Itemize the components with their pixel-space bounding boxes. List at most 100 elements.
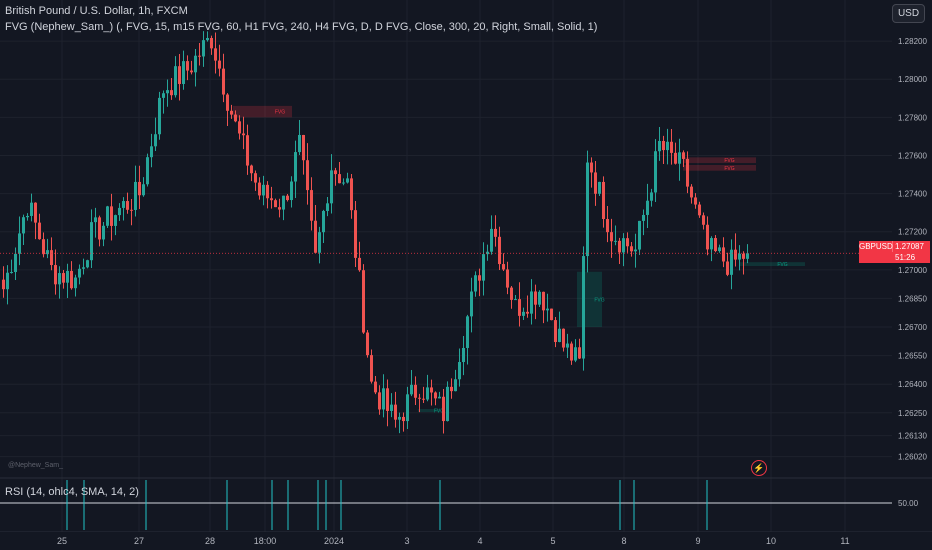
candle-body bbox=[106, 206, 109, 226]
candle-body bbox=[530, 291, 533, 314]
candle-body bbox=[14, 253, 17, 273]
flash-icon[interactable]: ⚡ bbox=[751, 460, 767, 476]
candle-body bbox=[390, 404, 393, 411]
candle-body bbox=[122, 201, 125, 208]
candle-body bbox=[466, 316, 469, 348]
fvg-label: FVG bbox=[275, 110, 285, 116]
candle-body bbox=[534, 291, 537, 305]
candle-body bbox=[230, 110, 233, 115]
fvg-zone bbox=[740, 262, 805, 267]
currency-button[interactable]: USD bbox=[892, 4, 925, 23]
candle-body bbox=[38, 222, 41, 240]
candle-body bbox=[450, 386, 453, 392]
candle-body bbox=[446, 386, 449, 422]
candle-body bbox=[382, 388, 385, 410]
price-tick-label: 1.26550 bbox=[898, 352, 927, 361]
candle-body bbox=[738, 253, 741, 260]
candle-body bbox=[546, 308, 549, 311]
candle-body bbox=[86, 260, 89, 268]
candle-body bbox=[274, 200, 277, 208]
price-tick-label: 1.26700 bbox=[898, 323, 927, 332]
candle-body bbox=[574, 347, 577, 361]
candle-body bbox=[30, 202, 33, 216]
candle-body bbox=[570, 343, 573, 361]
candle-body bbox=[2, 279, 5, 290]
candle-body bbox=[266, 184, 269, 199]
candle-body bbox=[26, 215, 29, 218]
price-tag-symbol: GBPUSD bbox=[859, 241, 893, 252]
fvg-zone bbox=[683, 164, 756, 171]
price-axis: 1.28200 1.28000 1.27800 1.27600 1.27400 1.272… bbox=[892, 0, 932, 470]
candle-body bbox=[718, 247, 721, 252]
candle-body bbox=[454, 379, 457, 392]
candle-body bbox=[726, 261, 729, 275]
candle-body bbox=[50, 250, 53, 266]
candle-body bbox=[142, 184, 145, 196]
candle-body bbox=[254, 173, 257, 183]
candle-body bbox=[126, 201, 129, 210]
candle-body bbox=[170, 90, 173, 96]
candle-body bbox=[46, 250, 49, 255]
candle-body bbox=[666, 141, 669, 151]
last-price-tag: GBPUSD 1.27087 51:26 bbox=[859, 241, 930, 263]
candle-body bbox=[526, 311, 529, 314]
candle-body bbox=[542, 291, 545, 311]
candle-body bbox=[362, 270, 365, 333]
candle-body bbox=[598, 181, 601, 194]
candle-body bbox=[194, 55, 197, 73]
candle-body bbox=[678, 152, 681, 164]
fvg-label: FVG bbox=[724, 158, 734, 164]
candle-body bbox=[586, 162, 589, 257]
candle-body bbox=[458, 362, 461, 380]
candle-body bbox=[606, 219, 609, 233]
candle-body bbox=[358, 257, 361, 271]
time-tick-label: 10 bbox=[766, 536, 776, 546]
candle-body bbox=[618, 240, 621, 253]
candle-body bbox=[118, 207, 121, 216]
chart-legend: British Pound / U.S. Dollar, 1h, FXCM FV… bbox=[5, 4, 597, 34]
candle-body bbox=[82, 267, 85, 269]
candle-body bbox=[294, 152, 297, 182]
price-tag-value: 1.27087 bbox=[895, 242, 924, 251]
candle-body bbox=[54, 265, 57, 285]
candle-body bbox=[110, 206, 113, 226]
candle-body bbox=[714, 238, 717, 252]
candle-body bbox=[258, 182, 261, 196]
candle-body bbox=[374, 381, 377, 393]
candle-body bbox=[326, 203, 329, 211]
candle-body bbox=[510, 287, 513, 300]
candle-body bbox=[554, 320, 557, 343]
candle-body bbox=[658, 140, 661, 152]
candle-body bbox=[190, 70, 193, 73]
candle-body bbox=[10, 272, 13, 274]
price-tick-label: 1.27400 bbox=[898, 190, 927, 199]
time-tick-label: 28 bbox=[205, 536, 215, 546]
candle-body bbox=[182, 61, 185, 84]
price-tick-label: 1.26850 bbox=[898, 294, 927, 303]
candle-body bbox=[582, 256, 585, 359]
candle-body bbox=[130, 209, 133, 211]
rsi-level-label: 50.00 bbox=[898, 499, 919, 508]
rsi-legend[interactable]: RSI (14, ohlc4, SMA, 14, 2) bbox=[5, 486, 139, 498]
candle-body bbox=[538, 291, 541, 305]
candle-body bbox=[386, 388, 389, 411]
candle-body bbox=[354, 210, 357, 258]
price-tick-label: 1.26400 bbox=[898, 380, 927, 389]
candle-body bbox=[202, 40, 205, 57]
candle-body bbox=[306, 160, 309, 191]
candle-body bbox=[58, 273, 61, 285]
time-tick-label: 8 bbox=[621, 536, 626, 546]
indicator-legend[interactable]: FVG (Nephew_Sam_) (, FVG, 15, m15 FVG, 6… bbox=[5, 21, 598, 33]
time-tick-label: 9 bbox=[695, 536, 700, 546]
candle-body bbox=[178, 66, 181, 84]
candle-body bbox=[662, 140, 665, 151]
candle-body bbox=[594, 172, 597, 194]
candle-body bbox=[522, 311, 525, 316]
candle-body bbox=[138, 181, 141, 196]
candle-body bbox=[578, 347, 581, 359]
candle-body bbox=[438, 396, 441, 399]
candle-body bbox=[550, 308, 553, 321]
candle-body bbox=[198, 55, 201, 57]
candle-body bbox=[238, 121, 241, 134]
